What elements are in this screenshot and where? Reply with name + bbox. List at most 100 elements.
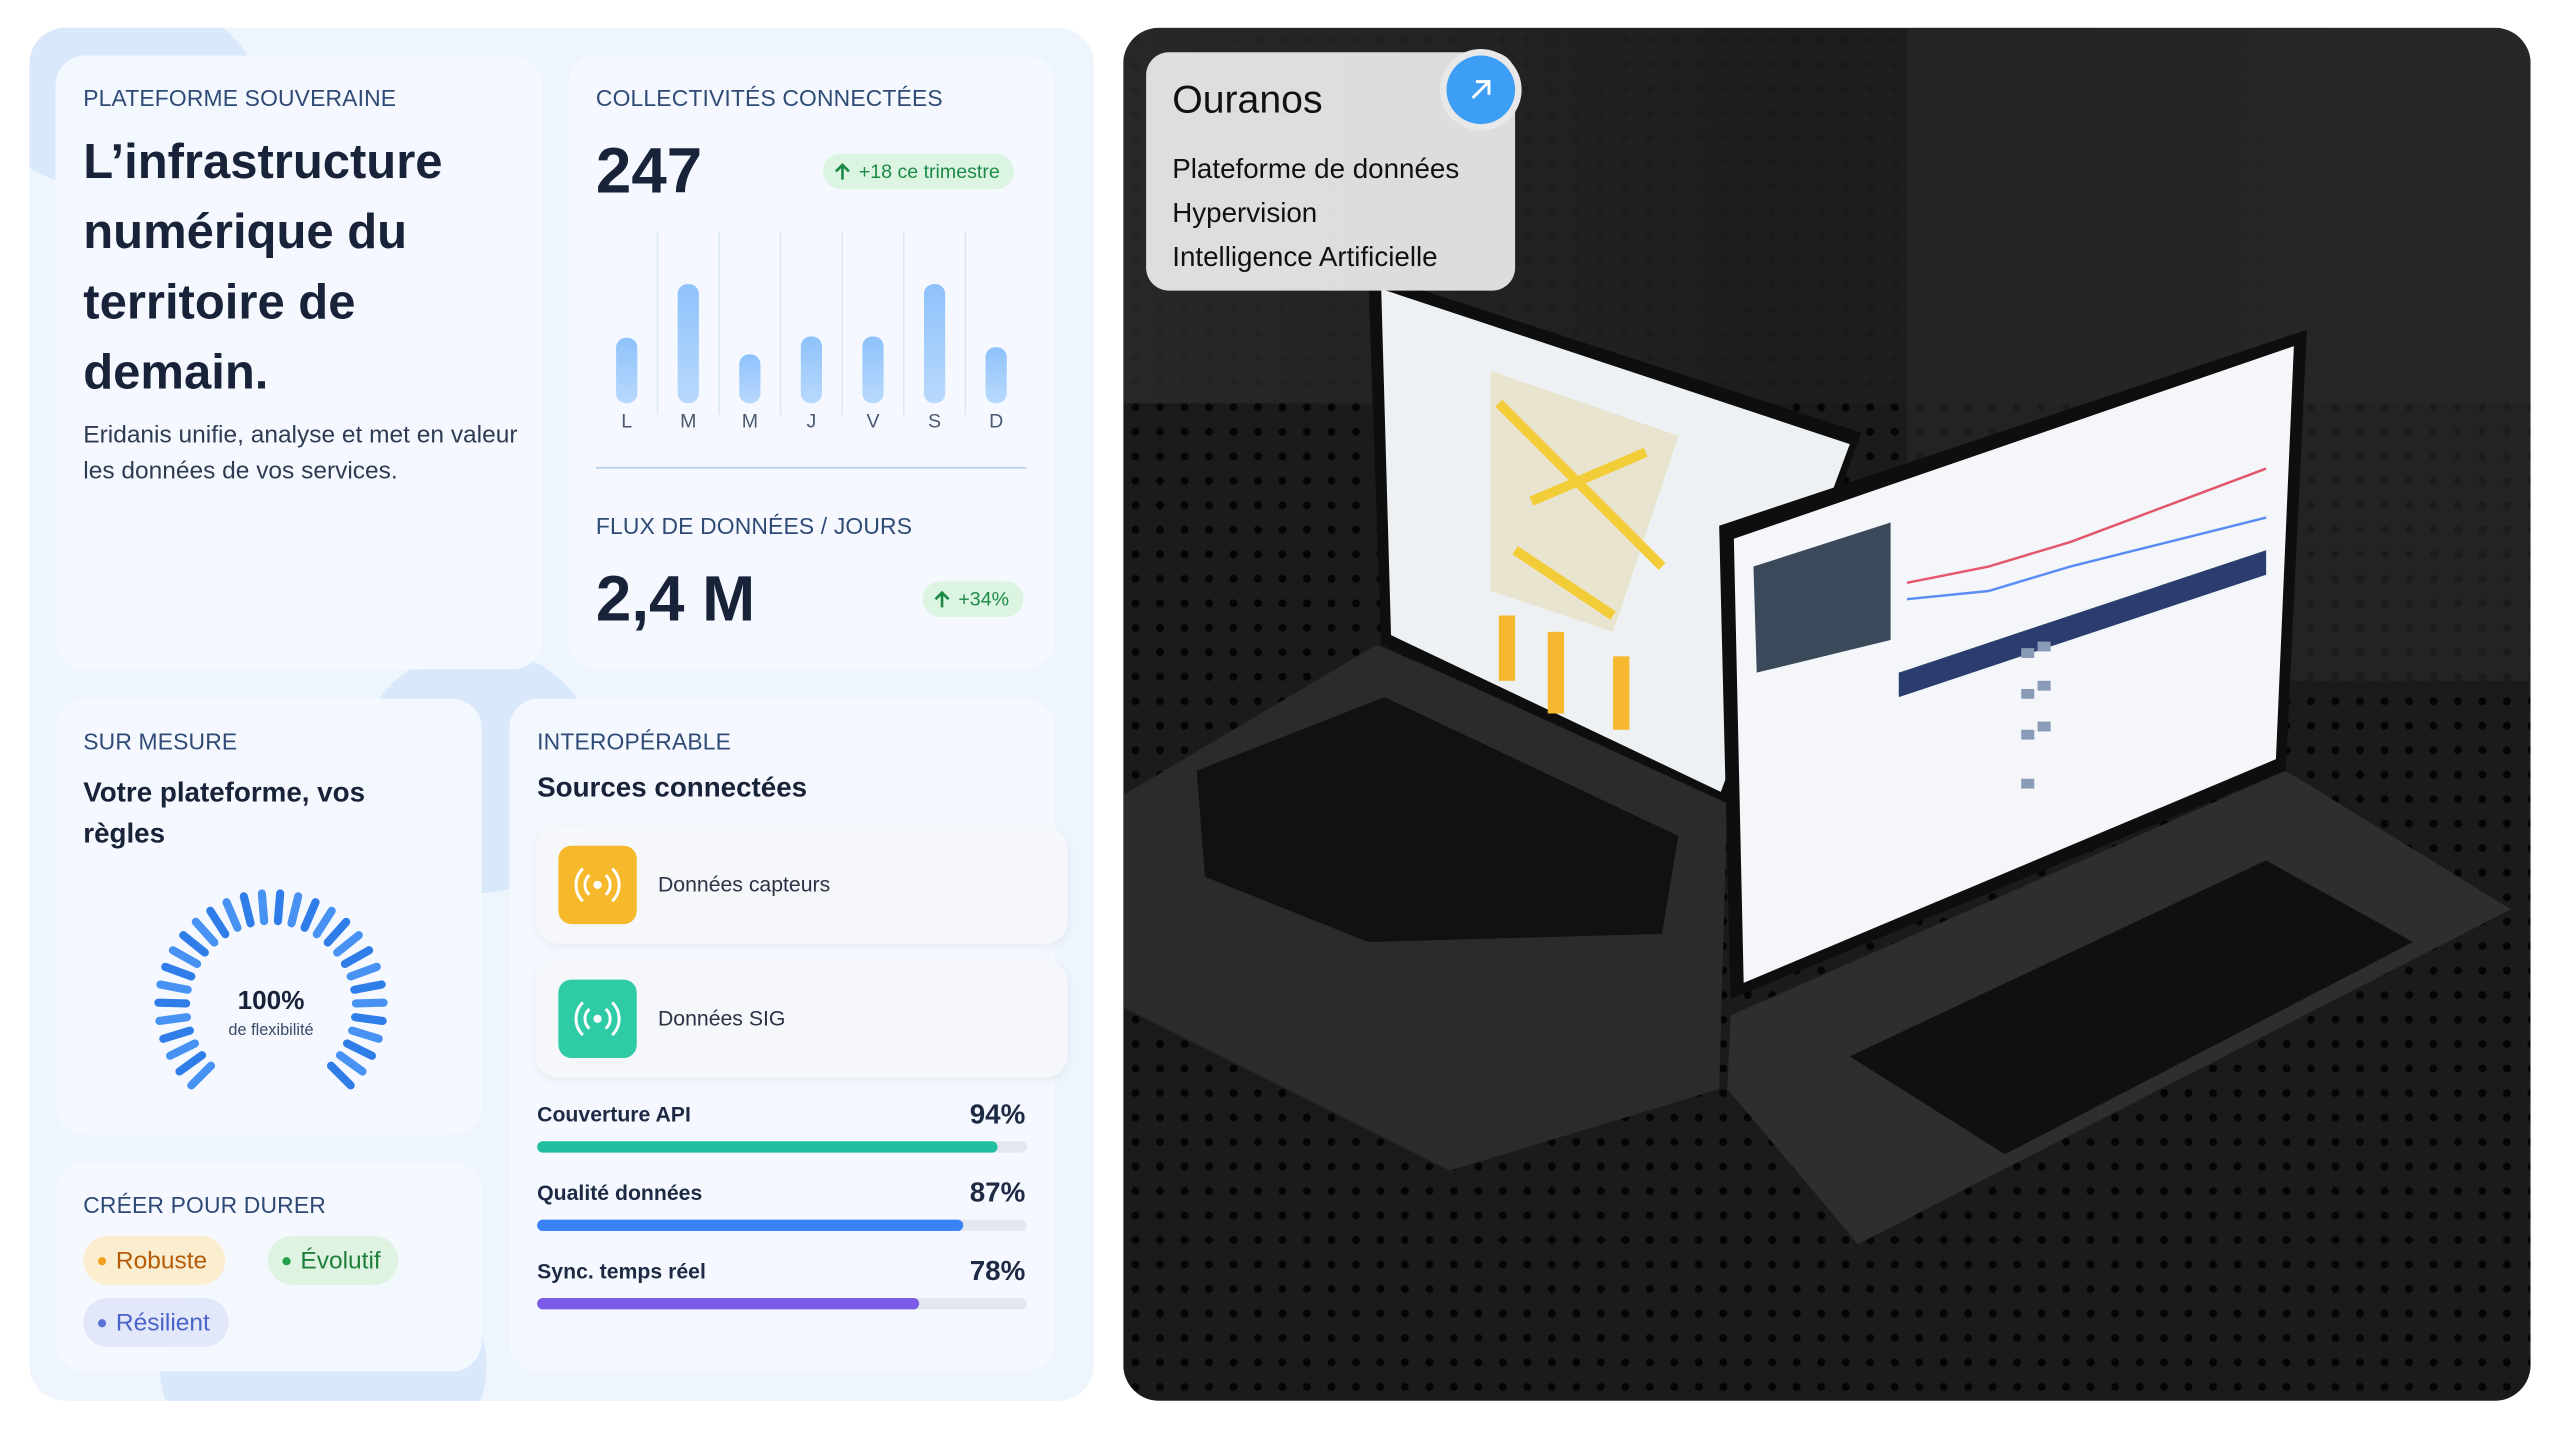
arrow-icon: [934, 590, 950, 608]
gauge-tick: [287, 892, 303, 928]
interop-card: INTEROPÉRABLE Sources connectées Données…: [509, 698, 1068, 1372]
gauge-tick: [342, 1039, 377, 1060]
tag-text: Robuste: [115, 1246, 208, 1275]
arrow-icon: [1471, 80, 1491, 99]
gauge-tick: [156, 980, 192, 994]
gauge-tick: [239, 892, 255, 928]
metric-name: Couverture API: [537, 1102, 691, 1127]
bar: [800, 336, 823, 404]
source-icon: [558, 979, 637, 1058]
stat-value: 2,4 M: [595, 564, 756, 636]
bar: [862, 336, 884, 404]
gauge-tick: [312, 906, 336, 939]
gauge-tick: [335, 1051, 367, 1076]
gauge: 100% de flexibilité: [154, 889, 388, 1090]
bar: [985, 347, 1007, 404]
sovereign-card: PLATEFORME SOUVERAINE L’infrastructure n…: [55, 55, 543, 670]
source-icon: [558, 845, 637, 925]
gauge-tick: [340, 946, 374, 969]
signal-icon: [574, 1001, 621, 1037]
tag-text: Résilient: [115, 1308, 210, 1337]
bar: [739, 354, 761, 404]
tag: Évolutif: [267, 1235, 399, 1285]
eyebrow: PLATEFORME SOUVERAINE: [83, 84, 397, 112]
gauge-tick: [351, 998, 388, 1008]
description: Eridanis unifie, analyse et met en valeu…: [83, 421, 518, 485]
product-title: Ouranos: [1172, 78, 1323, 123]
feature: Plateforme de données: [1172, 153, 1460, 185]
progress-fill: [537, 1141, 998, 1153]
gauge-value: 100%: [238, 985, 305, 1015]
gauge-tick: [179, 931, 209, 957]
gauge-tick: [161, 962, 196, 981]
gauge-tick: [175, 1051, 207, 1076]
gauge-tick: [257, 889, 269, 926]
button-ring: [1439, 48, 1522, 131]
tag: Résilient: [83, 1297, 228, 1347]
gauge-tick: [206, 906, 230, 939]
gauge-tick: [326, 1061, 355, 1090]
feature: Hypervision: [1172, 197, 1318, 229]
mesure-card: SUR MESURE Votre plateforme, vos règles …: [55, 698, 482, 1135]
gauge-ticks: [154, 889, 388, 1090]
day-label: V: [866, 411, 879, 433]
open-button[interactable]: [1446, 55, 1516, 125]
metric-name: Sync. temps réel: [537, 1258, 706, 1284]
day-label: J: [807, 411, 817, 433]
laptops-illustration: [1123, 27, 2531, 1245]
gauge-tick: [333, 931, 363, 957]
eyebrow: INTEROPÉRABLE: [537, 728, 732, 755]
eyebrow: FLUX DE DONNÉES / JOURS: [595, 512, 913, 539]
gauge-tick: [154, 998, 191, 1008]
source-item: Données capteurs: [535, 826, 1068, 944]
gauge-tick: [155, 1013, 191, 1026]
badge-text: +34%: [958, 587, 1010, 611]
arrow-icon: [834, 163, 850, 180]
tag: Robuste: [83, 1235, 226, 1285]
gauge-tick: [191, 917, 219, 947]
feature: Intelligence Artificielle: [1172, 241, 1438, 273]
bar: [923, 284, 946, 404]
stat-value: 247: [595, 137, 703, 208]
trend-badge: +34%: [922, 581, 1024, 618]
feature-panel: PLATEFORME SOUVERAINE L’infrastructure n…: [29, 27, 1094, 1401]
bar: [616, 337, 638, 404]
gauge-tick: [350, 980, 386, 994]
gauge-tick: [187, 1061, 216, 1090]
gauge-tick: [159, 1026, 194, 1043]
day-label: M: [742, 411, 758, 433]
card-title: Votre plateforme, vos règles: [83, 777, 366, 849]
gauge-tick: [273, 889, 285, 926]
headline: L’infrastructure numérique du territoire…: [83, 135, 443, 400]
gauge-tick: [323, 917, 351, 947]
gauge-tick: [168, 946, 202, 969]
day-label: M: [680, 411, 696, 433]
tag-text: Évolutif: [300, 1246, 381, 1275]
day-label: D: [989, 411, 1003, 433]
badge-text: +18 ce trimestre: [858, 159, 1000, 183]
product-features: Plateforme de données Hypervision Intell…: [1172, 147, 1459, 279]
eyebrow: SUR MESURE: [83, 728, 238, 755]
eyebrow: CRÉER POUR DURER: [83, 1191, 326, 1218]
metric-value: 94%: [969, 1098, 1026, 1130]
source-item: Données SIG: [535, 959, 1068, 1078]
gauge-tick: [348, 1026, 383, 1043]
gauge-tick: [351, 1013, 387, 1026]
metric-value: 78%: [969, 1255, 1026, 1287]
product-card: Ouranos Plateforme de données Hypervisio…: [1146, 52, 1516, 291]
day-label: S: [928, 411, 941, 433]
gauge-tick: [166, 1039, 200, 1060]
progress-fill: [537, 1219, 964, 1232]
source-name: Données SIG: [657, 1005, 786, 1031]
signal-icon: [574, 867, 621, 903]
day-label: L: [621, 411, 632, 433]
gauge-tick: [222, 898, 242, 932]
collectivites-card: COLLECTIVITÉS CONNECTÉES 247 +18 ce trim…: [568, 55, 1055, 670]
source-name: Données capteurs: [657, 871, 831, 897]
gauge-caption: de flexibilité: [228, 1021, 313, 1039]
gauge-tick: [346, 962, 381, 981]
metric-value: 87%: [969, 1177, 1026, 1209]
